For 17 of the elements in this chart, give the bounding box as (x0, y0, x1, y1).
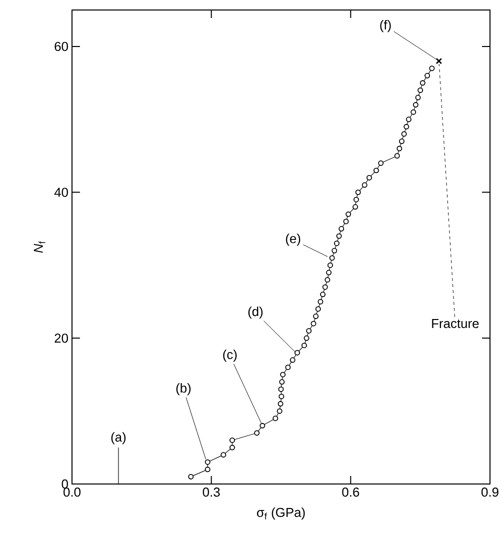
y-axis-title: N$_{f}$ (34, 241, 46, 253)
x-tick-label: 0.9 (481, 488, 498, 497)
annotation: (b) (176, 383, 191, 396)
ref-line-label: (a) (111, 432, 126, 444)
annotation: (e) (286, 234, 300, 246)
y-tick-label: 20 (54, 334, 68, 343)
y-tick-label: 40 (54, 188, 68, 197)
x-tick-label: 0.3 (202, 488, 220, 497)
x-tick-label: 0.6 (342, 488, 360, 497)
annotation: (f) (380, 20, 391, 32)
annotation: Fracture (432, 319, 479, 328)
annotation: (d) (248, 306, 263, 319)
annotation: (c) (223, 350, 237, 362)
x-axis-title: σ$_{f}$ (GPa) (256, 508, 305, 520)
y-tick-label: 60 (54, 42, 68, 52)
y-tick-label: 0 (62, 479, 68, 489)
x-tick-label: 0.0 (64, 488, 81, 497)
